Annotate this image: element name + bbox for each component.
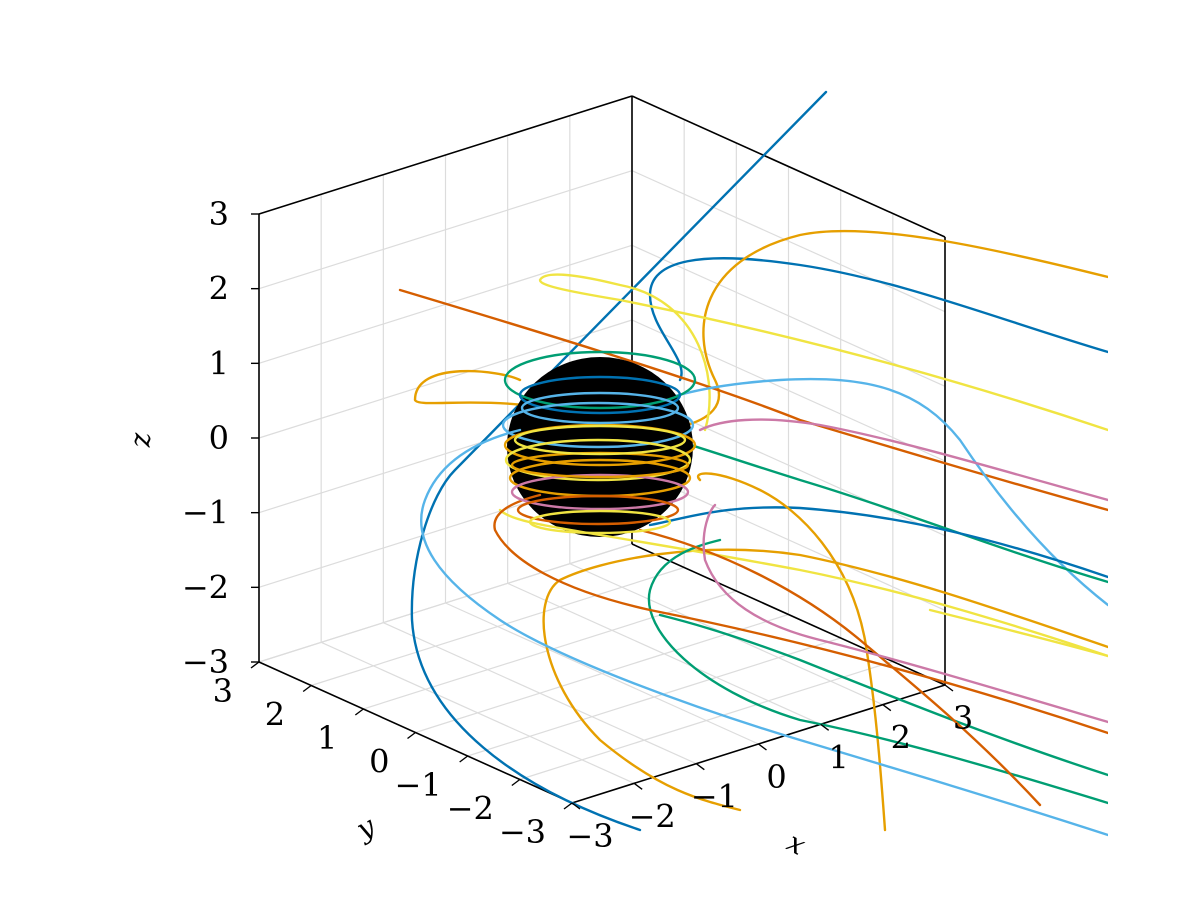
x-tick-label: 1 — [828, 738, 848, 776]
x-axis-label: x — [782, 825, 812, 862]
orbit-ring — [520, 391, 680, 425]
z-tick-label: 0 — [209, 419, 229, 457]
z-tick-label: −3 — [182, 643, 229, 681]
y-tick-mark — [354, 708, 364, 716]
axis-edge — [258, 95, 633, 215]
y-tick-mark — [459, 755, 469, 763]
trajectory-path — [702, 503, 1108, 724]
x-tick-mark — [820, 723, 830, 731]
trajectory-path — [538, 273, 1108, 432]
y-tick-label: 1 — [317, 719, 337, 757]
grid-line — [310, 566, 685, 687]
grid-line — [258, 543, 633, 663]
x-tick-label: −1 — [691, 778, 738, 816]
z-axis-label: z — [124, 432, 157, 448]
z-tick-label: 1 — [209, 344, 229, 382]
x-tick-label: −2 — [629, 797, 676, 835]
orbit-ring — [504, 438, 692, 482]
trajectory-path — [420, 428, 1108, 837]
x-tick-mark — [633, 782, 643, 790]
orbit-ring — [513, 424, 687, 456]
orbit-ring — [518, 375, 682, 415]
orbit-ring — [503, 350, 697, 410]
trajectories-back — [398, 90, 1108, 832]
trajectory-path — [658, 613, 1108, 777]
x-tick-mark — [571, 802, 581, 810]
axis-edge — [631, 543, 946, 686]
grid-line — [258, 170, 633, 290]
tick-marks — [250, 213, 954, 810]
y-tick-label: 2 — [265, 696, 285, 734]
trajectories-front — [420, 350, 1108, 837]
grid-line — [631, 170, 946, 313]
x-tick-mark — [758, 743, 767, 751]
y-tick-mark — [407, 731, 416, 740]
x-tick-mark — [882, 704, 892, 712]
x-tick-label: 3 — [953, 699, 973, 737]
z-tick-label: 3 — [209, 195, 229, 233]
trajectory-path — [638, 528, 1042, 807]
orbit-ring — [501, 401, 695, 449]
y-tick-mark — [511, 778, 521, 787]
trajectory-path — [698, 418, 1108, 502]
z-tick-label: 2 — [209, 270, 229, 308]
y-axis-label: y — [349, 809, 381, 847]
y-tick-mark — [250, 661, 260, 669]
y-tick-mark — [302, 684, 312, 693]
z-tick-label: −2 — [182, 568, 229, 606]
y-tick-label: −1 — [394, 766, 441, 804]
axis-edge — [631, 95, 946, 238]
trajectory-path — [398, 288, 1108, 512]
y-tick-label: −3 — [499, 813, 546, 851]
trajectory-path — [410, 90, 828, 832]
trajectory-path — [928, 608, 1108, 658]
x-tick-label: 0 — [766, 758, 786, 796]
trajectory-path — [542, 548, 1108, 812]
y-tick-label: 3 — [213, 672, 233, 710]
x-tick-label: 2 — [891, 719, 911, 757]
x-tick-label: −3 — [566, 817, 613, 855]
trajectory-path — [648, 257, 1108, 382]
trajectory-path — [618, 377, 1108, 607]
trajectory-path — [498, 508, 1108, 658]
x-tick-mark — [944, 684, 954, 692]
y-tick-label: 0 — [369, 743, 389, 781]
y-tick-label: −2 — [447, 790, 494, 828]
x-tick-mark — [695, 763, 705, 771]
trajectory-path — [493, 493, 1108, 735]
z-tick-label: −1 — [182, 494, 229, 532]
trajectory-path — [648, 506, 1108, 579]
orbit-ring — [516, 494, 680, 526]
trajectory-path — [647, 538, 1108, 805]
orbit-ring — [510, 473, 690, 511]
orbit-ring — [528, 509, 672, 535]
y-tick-mark — [563, 802, 573, 810]
